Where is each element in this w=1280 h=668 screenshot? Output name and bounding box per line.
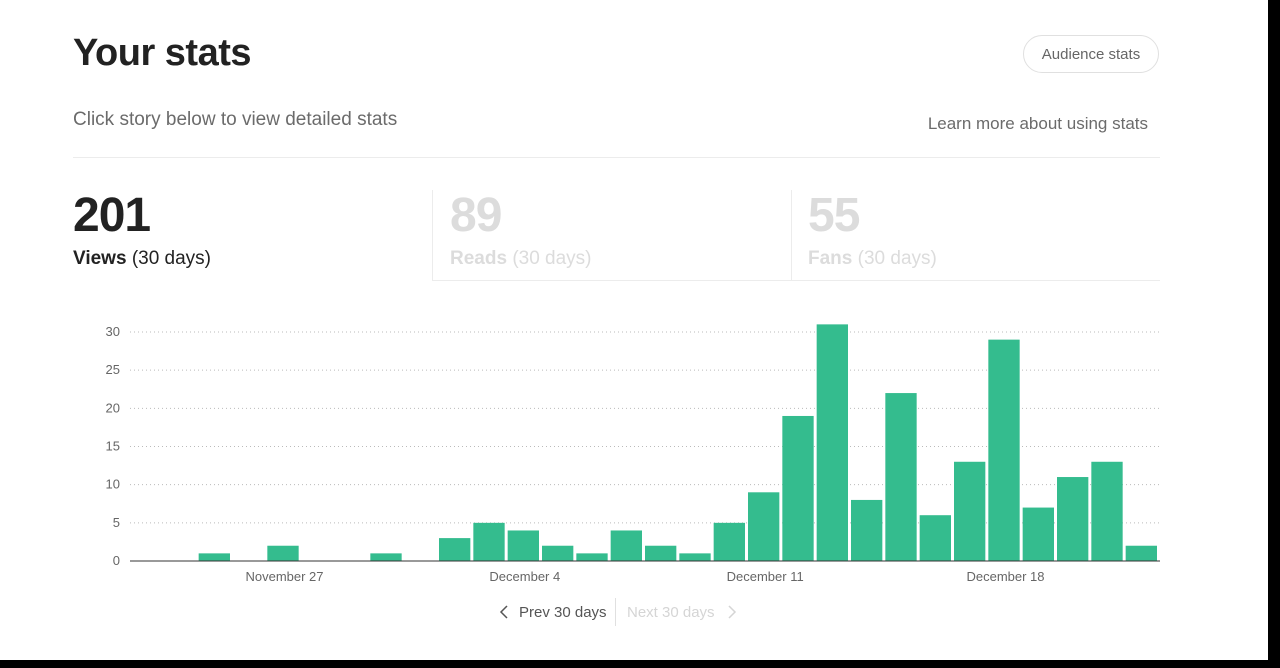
- bar[interactable]: [507, 530, 539, 561]
- tab-views[interactable]: 201 Views (30 days): [73, 190, 432, 281]
- y-tick-label: 20: [106, 400, 120, 415]
- fans-label-row: Fans (30 days): [808, 248, 1160, 270]
- bar[interactable]: [473, 522, 505, 561]
- x-tick-label: December 11: [727, 569, 804, 584]
- tab-fans[interactable]: 55 Fans (30 days): [791, 190, 1160, 281]
- bar[interactable]: [748, 492, 780, 561]
- stats-page: Your stats Audience stats Click story be…: [73, 32, 1160, 626]
- bar[interactable]: [370, 553, 402, 561]
- bar[interactable]: [954, 461, 986, 561]
- chevron-right-icon: [723, 604, 739, 620]
- prev-30-days-button[interactable]: Prev 30 days: [497, 598, 607, 626]
- prev-30-days-label: Prev 30 days: [519, 603, 607, 621]
- bar[interactable]: [851, 499, 883, 561]
- bar[interactable]: [198, 553, 230, 561]
- page-subtitle: Click story below to view detailed stats: [73, 109, 398, 130]
- next-30-days-label: Next 30 days: [627, 603, 715, 621]
- y-tick-label: 10: [106, 477, 120, 492]
- audience-stats-button[interactable]: Audience stats: [1023, 35, 1159, 73]
- fans-count: 55: [808, 189, 860, 242]
- x-tick-label: December 18: [966, 569, 1044, 584]
- page-title: Your stats: [73, 32, 252, 74]
- y-tick-label: 25: [106, 362, 120, 377]
- bar[interactable]: [576, 553, 608, 561]
- views-label: Views: [73, 248, 127, 269]
- reads-period: (30 days): [512, 248, 592, 269]
- x-axis-ticks: November 27 December 4 December 11 December…: [245, 569, 1044, 584]
- header-divider: [73, 157, 1160, 158]
- learn-more-link[interactable]: Learn more about using stats: [927, 114, 1148, 133]
- bar[interactable]: [610, 530, 642, 561]
- x-tick-label: December 4: [489, 569, 560, 584]
- bar[interactable]: [1022, 507, 1054, 561]
- fans-label: Fans: [808, 248, 853, 269]
- views-count: 201: [73, 189, 151, 242]
- bar[interactable]: [713, 522, 745, 561]
- bar[interactable]: [816, 324, 848, 561]
- reads-label-row: Reads (30 days): [450, 248, 791, 270]
- y-tick-label: 0: [113, 553, 120, 568]
- bar[interactable]: [988, 339, 1020, 561]
- bar[interactable]: [1091, 461, 1123, 561]
- bar[interactable]: [1125, 545, 1157, 561]
- window-edge-bottom: [0, 660, 1280, 668]
- chevron-left-icon: [497, 604, 513, 620]
- reads-label: Reads: [450, 248, 508, 269]
- fans-period: (30 days): [857, 248, 937, 269]
- next-30-days-button: Next 30 days: [627, 598, 739, 626]
- pager-separator: [615, 598, 616, 626]
- window-edge-right: [1268, 0, 1280, 668]
- tab-reads[interactable]: 89 Reads (30 days): [432, 190, 791, 281]
- bar[interactable]: [919, 515, 951, 561]
- y-tick-label: 15: [106, 439, 120, 454]
- y-tick-label: 5: [113, 515, 120, 530]
- bar[interactable]: [782, 415, 814, 561]
- bar[interactable]: [645, 545, 677, 561]
- views-period: (30 days): [131, 248, 212, 269]
- x-tick-label: November 27: [245, 569, 323, 584]
- bar[interactable]: [679, 553, 711, 561]
- bar[interactable]: [1057, 477, 1089, 561]
- views-label-row: Views (30 days): [73, 248, 432, 270]
- bar[interactable]: [439, 538, 471, 561]
- views-bar-chart: 0 5 10 15 20 25 30 November 27 December 4 Decemb…: [106, 324, 1160, 584]
- y-axis-ticks: 0 5 10 15 20 25 30: [106, 324, 120, 568]
- bar[interactable]: [542, 545, 574, 561]
- bar[interactable]: [267, 545, 299, 561]
- y-tick-label: 30: [106, 324, 120, 339]
- chart-bars: [198, 324, 1157, 561]
- bar[interactable]: [885, 393, 917, 561]
- reads-count: 89: [450, 189, 502, 242]
